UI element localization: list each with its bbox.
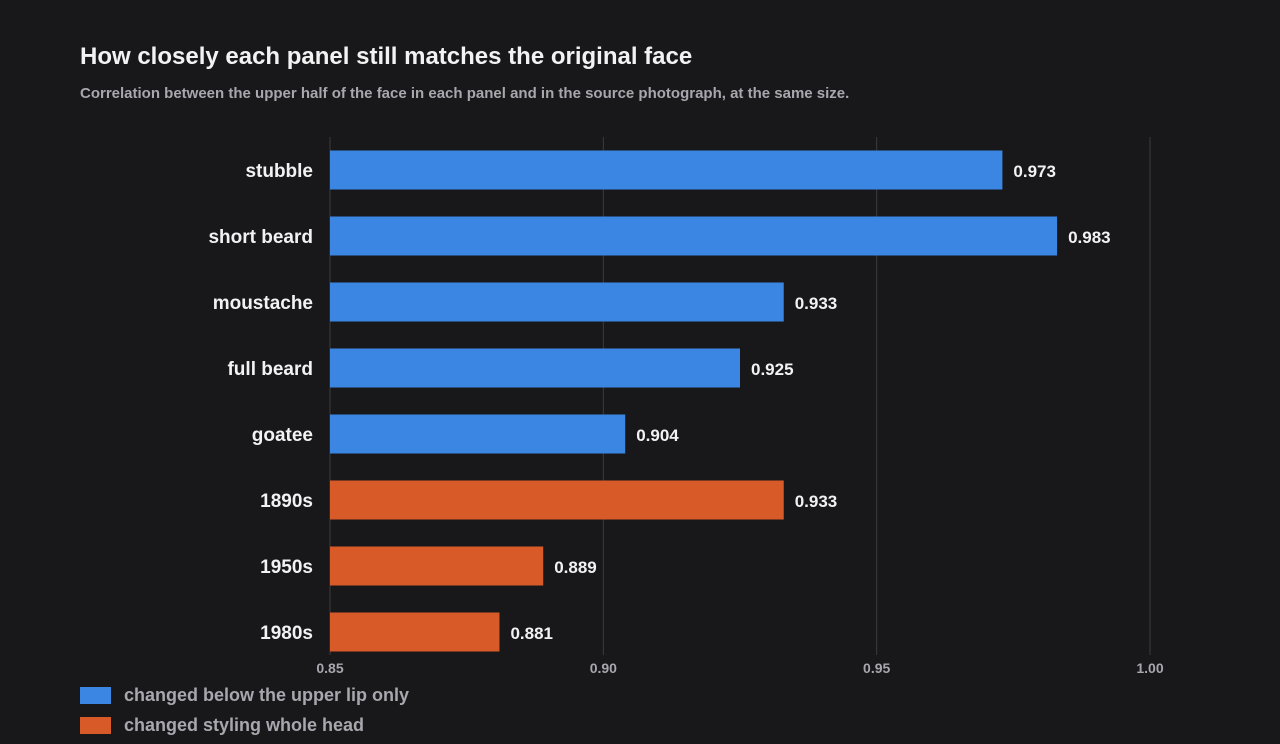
value-label: 0.904 [636, 426, 679, 445]
bar [330, 216, 1058, 256]
bar [330, 612, 500, 652]
category-label: 1950s [260, 557, 313, 578]
category-label: stubble [245, 161, 313, 182]
legend-item-upper-lip: changed below the upper lip only [80, 684, 409, 706]
legend-swatch-blue [80, 686, 111, 704]
legend-label: changed below the upper lip only [124, 684, 410, 705]
category-label: goatee [252, 425, 313, 446]
bar [330, 480, 784, 520]
chart-subtitle: Correlation between the upper half of th… [80, 85, 850, 102]
value-label: 0.983 [1068, 228, 1111, 247]
chart-title: How closely each panel still matches the… [80, 43, 693, 70]
bar [330, 348, 740, 388]
legend-label: changed styling whole head [124, 714, 365, 735]
bar [330, 282, 784, 322]
category-label: 1980s [260, 623, 313, 644]
x-tick-label: 0.85 [316, 660, 343, 676]
value-label: 0.889 [554, 558, 597, 577]
category-label: full beard [227, 359, 313, 380]
bar [330, 414, 626, 454]
x-tick-label: 0.90 [590, 660, 617, 676]
category-label: short beard [208, 227, 313, 248]
value-label: 0.933 [795, 492, 838, 511]
legend-swatch-orange [80, 716, 111, 734]
legend-item-whole-head: changed styling whole head [80, 714, 409, 736]
bar [330, 150, 1003, 190]
value-label: 0.881 [510, 624, 553, 643]
x-tick-label: 1.00 [1136, 660, 1163, 676]
category-label: moustache [213, 293, 313, 314]
bar [330, 546, 544, 586]
legend: changed below the upper lip only changed… [80, 684, 409, 744]
category-label: 1890s [260, 491, 313, 512]
bar-chart: 0.85 0.90 0.95 1.00 stubble 0.973 short beard 0… [208, 137, 1164, 676]
x-tick-label: 0.95 [863, 660, 890, 676]
value-label: 0.933 [795, 294, 838, 313]
value-label: 0.973 [1013, 162, 1056, 181]
value-label: 0.925 [751, 360, 794, 379]
